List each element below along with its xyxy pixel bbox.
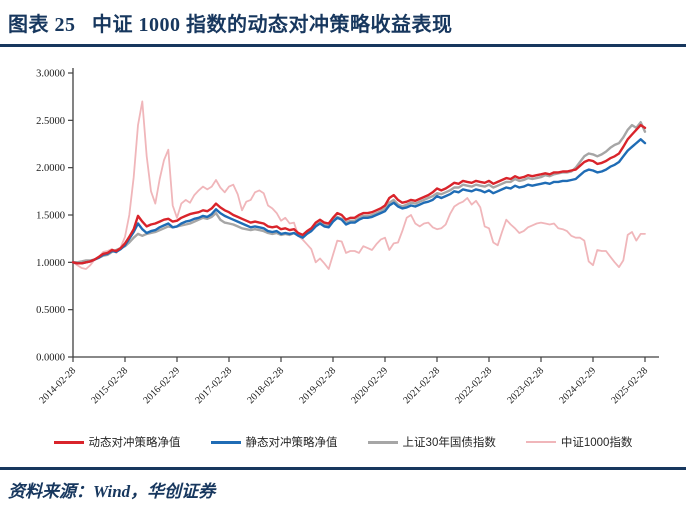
x-tick-label: 2016-02-29 <box>141 365 182 406</box>
y-tick-label: 2.5000 <box>36 116 65 127</box>
static-hedge-line <box>71 138 647 265</box>
y-tick-label: 0.5000 <box>36 305 65 316</box>
line-chart: 0.0000 0.5000 1.0000 1.5000 2.0000 2.5000 3.00… <box>36 68 659 406</box>
footer-divider <box>0 467 686 470</box>
static-hedge-legend-label: 静态对冲策略净值 <box>245 437 338 449</box>
source-note: 资料来源：Wind，华创证券 <box>8 482 216 501</box>
x-tick-label: 2015-02-28 <box>89 365 130 406</box>
csi-1000-legend-label: 中证1000指数 <box>560 437 633 449</box>
csi-1000-line <box>72 100 646 270</box>
static-hedge-legend-swatch <box>210 440 241 444</box>
legend: 动态对冲策略净值 静态对冲策略净值 上证30年国债指数 中证1000指数 <box>0 434 686 450</box>
x-tick-label: 2020-02-29 <box>349 365 390 406</box>
csi-1000-legend-swatch <box>525 440 556 444</box>
y-tick-label: 1.5000 <box>36 211 65 222</box>
sse-30y-bond-line <box>71 120 647 264</box>
title-divider <box>0 44 686 47</box>
dynamic-hedge-legend-swatch <box>53 440 84 444</box>
legend-item-static-hedge: 静态对冲策略净值 <box>210 434 338 450</box>
y-tick-label: 3.0000 <box>36 69 65 80</box>
legend-item-sse-30y-bond: 上证30年国债指数 <box>367 434 496 450</box>
x-tick-label: 2023-02-28 <box>505 365 546 406</box>
legend-item-dynamic-hedge: 动态对冲策略净值 <box>53 434 181 450</box>
sse-30y-bond-legend-label: 上证30年国债指数 <box>402 437 496 449</box>
legend-item-csi-1000: 中证1000指数 <box>525 434 633 450</box>
page-title: 图表 25 中证 1000 指数的动态对冲策略收益表现 <box>8 14 453 36</box>
x-tick-label: 2014-02-28 <box>37 365 78 406</box>
y-tick-label: 2.0000 <box>36 163 65 174</box>
dynamic-hedge-legend-label: 动态对冲策略净值 <box>88 437 181 449</box>
x-tick-label: 2022-02-28 <box>453 365 494 406</box>
x-tick-label: 2024-02-29 <box>557 365 598 406</box>
x-tick-label: 2021-02-28 <box>401 365 442 406</box>
dynamic-hedge-line <box>71 123 647 265</box>
x-tick-label: 2025-02-28 <box>609 365 650 406</box>
x-tick-label: 2017-02-28 <box>193 365 234 406</box>
y-tick-label: 1.0000 <box>36 258 65 269</box>
sse-30y-bond-legend-swatch <box>367 440 398 444</box>
x-tick-label: 2019-02-28 <box>297 365 338 406</box>
x-tick-label: 2018-02-28 <box>245 365 286 406</box>
y-tick-label: 0.0000 <box>36 353 65 364</box>
